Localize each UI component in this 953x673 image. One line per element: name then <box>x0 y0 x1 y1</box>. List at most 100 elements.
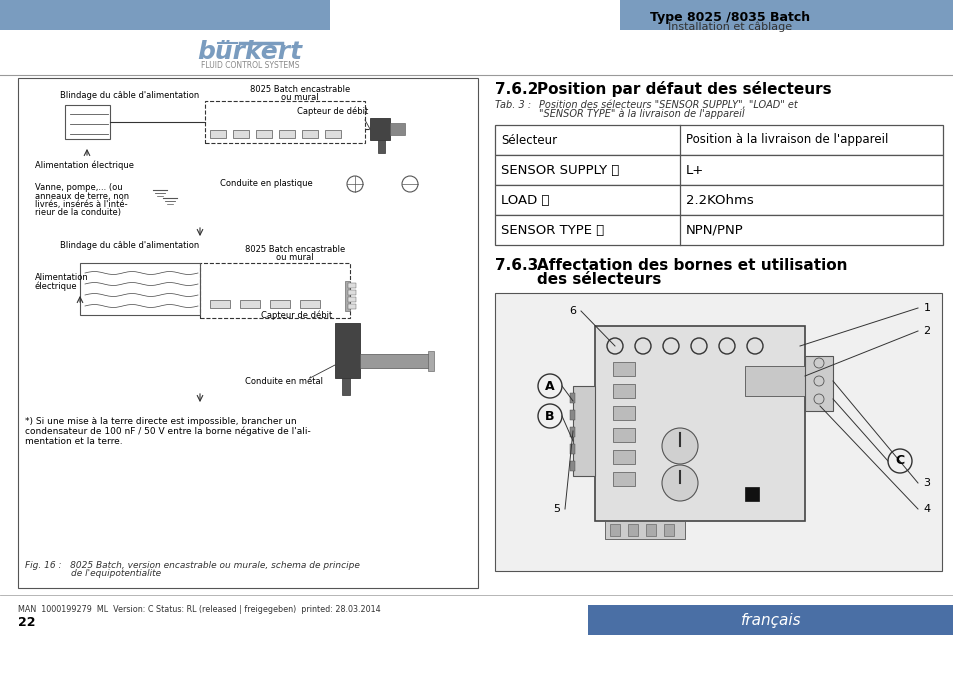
Text: mentation et la terre.: mentation et la terre. <box>25 437 123 446</box>
Text: ou mural: ou mural <box>276 254 314 262</box>
Bar <box>569 461 575 471</box>
Text: Blindage du câble d'alimentation: Blindage du câble d'alimentation <box>60 90 199 100</box>
Text: *) Si une mise à la terre directe est impossible, brancher un: *) Si une mise à la terre directe est im… <box>25 417 296 425</box>
Text: Type 8025 /8035 Batch: Type 8025 /8035 Batch <box>649 11 809 24</box>
Bar <box>65 105 110 139</box>
Bar <box>325 130 340 138</box>
Text: électrique: électrique <box>35 281 77 291</box>
Bar <box>569 393 575 403</box>
Text: C: C <box>895 454 903 468</box>
Text: 22: 22 <box>18 616 35 629</box>
Text: SENSOR TYPE Ⓒ: SENSOR TYPE Ⓒ <box>500 223 603 236</box>
Text: Conduite en métal: Conduite en métal <box>245 376 323 386</box>
Bar <box>348 297 355 302</box>
Bar <box>619 0 953 30</box>
Text: de l'equipotentialite: de l'equipotentialite <box>25 569 161 579</box>
Bar <box>804 356 832 411</box>
Bar <box>744 487 759 501</box>
Bar <box>569 410 575 420</box>
Bar <box>210 300 230 308</box>
Text: Affectation des bornes et utilisation: Affectation des bornes et utilisation <box>537 258 846 273</box>
Bar <box>302 130 317 138</box>
Text: 7.6.2: 7.6.2 <box>495 81 537 96</box>
Text: 1: 1 <box>923 303 929 313</box>
Text: NPN/PNP: NPN/PNP <box>685 223 743 236</box>
Bar <box>573 386 595 476</box>
Text: 5: 5 <box>553 504 560 514</box>
Text: ou mural: ou mural <box>281 94 318 102</box>
Bar <box>278 130 294 138</box>
Text: B: B <box>545 409 554 423</box>
Text: 8025 Batch encastrable: 8025 Batch encastrable <box>245 246 345 254</box>
Text: 4: 4 <box>923 504 929 514</box>
Text: Sélecteur: Sélecteur <box>500 133 557 147</box>
Bar <box>348 283 355 288</box>
Text: Capteur de débit: Capteur de débit <box>260 310 332 320</box>
Text: 7.6.3: 7.6.3 <box>495 258 537 273</box>
Bar <box>569 444 575 454</box>
Bar <box>200 263 350 318</box>
Bar <box>609 524 619 536</box>
Bar <box>495 293 941 571</box>
Bar <box>744 366 804 396</box>
Bar <box>80 263 200 315</box>
Bar <box>613 472 635 486</box>
Text: SENSOR SUPPLY Ⓐ: SENSOR SUPPLY Ⓐ <box>500 164 618 176</box>
Text: Position des sélecteurs "SENSOR SUPPLY", "LOAD" et: Position des sélecteurs "SENSOR SUPPLY",… <box>538 100 797 110</box>
Text: LOAD Ⓑ: LOAD Ⓑ <box>500 194 549 207</box>
Text: 8025 Batch encastrable: 8025 Batch encastrable <box>250 85 350 94</box>
Bar <box>270 300 290 308</box>
Text: 2: 2 <box>923 326 929 336</box>
Bar <box>613 450 635 464</box>
Bar <box>348 304 355 309</box>
Bar <box>348 290 355 295</box>
Bar <box>495 185 942 215</box>
Bar <box>613 428 635 442</box>
Bar <box>377 140 385 153</box>
Bar <box>18 78 477 588</box>
Text: des sélecteurs: des sélecteurs <box>537 273 660 287</box>
Bar <box>370 118 390 140</box>
Text: MAN  1000199279  ML  Version: C Status: RL (released | freigegeben)  printed: 28: MAN 1000199279 ML Version: C Status: RL … <box>18 606 380 614</box>
Text: Alimentation électrique: Alimentation électrique <box>35 160 133 170</box>
Bar <box>299 300 319 308</box>
Text: français: français <box>740 612 801 627</box>
Bar <box>390 123 405 135</box>
Bar <box>569 427 575 437</box>
Bar <box>587 605 953 635</box>
Bar <box>645 524 656 536</box>
Circle shape <box>661 428 698 464</box>
Text: 3: 3 <box>923 478 929 488</box>
Text: "SENSOR TYPE" à la livraison de l'appareil: "SENSOR TYPE" à la livraison de l'appare… <box>538 109 744 119</box>
Bar <box>595 326 804 521</box>
Bar <box>627 524 638 536</box>
Text: Conduite en plastique: Conduite en plastique <box>220 180 313 188</box>
Bar <box>210 130 226 138</box>
Bar <box>604 521 684 539</box>
Bar <box>613 406 635 420</box>
Bar <box>495 215 942 245</box>
Bar <box>359 354 430 368</box>
Text: Position à la livraison de l'appareil: Position à la livraison de l'appareil <box>685 133 887 147</box>
Bar <box>0 0 330 30</box>
Text: Fig. 16 :   8025 Batch, version encastrable ou murale, schema de principe: Fig. 16 : 8025 Batch, version encastrabl… <box>25 561 359 569</box>
Text: bürkert: bürkert <box>197 40 302 64</box>
Text: A: A <box>544 380 555 392</box>
Bar <box>495 125 942 155</box>
Text: Alimentation: Alimentation <box>35 273 89 283</box>
Circle shape <box>661 465 698 501</box>
Bar <box>233 130 249 138</box>
Bar <box>255 130 272 138</box>
Bar <box>345 281 350 311</box>
Text: 2.2KOhms: 2.2KOhms <box>685 194 753 207</box>
Text: Vanne, pompe,... (ou: Vanne, pompe,... (ou <box>35 184 123 192</box>
Bar <box>495 155 942 185</box>
Text: Installation et câblage: Installation et câblage <box>667 22 791 32</box>
Text: anneaux de terre, non: anneaux de terre, non <box>35 192 129 201</box>
Text: condensateur de 100 nF / 50 V entre la borne négative de l'ali-: condensateur de 100 nF / 50 V entre la b… <box>25 426 311 435</box>
Text: FLUID CONTROL SYSTEMS: FLUID CONTROL SYSTEMS <box>200 61 299 69</box>
Bar <box>428 351 434 371</box>
Text: Blindage du câble d'alimentation: Blindage du câble d'alimentation <box>60 240 199 250</box>
Bar <box>341 378 350 395</box>
Text: L+: L+ <box>685 164 703 176</box>
